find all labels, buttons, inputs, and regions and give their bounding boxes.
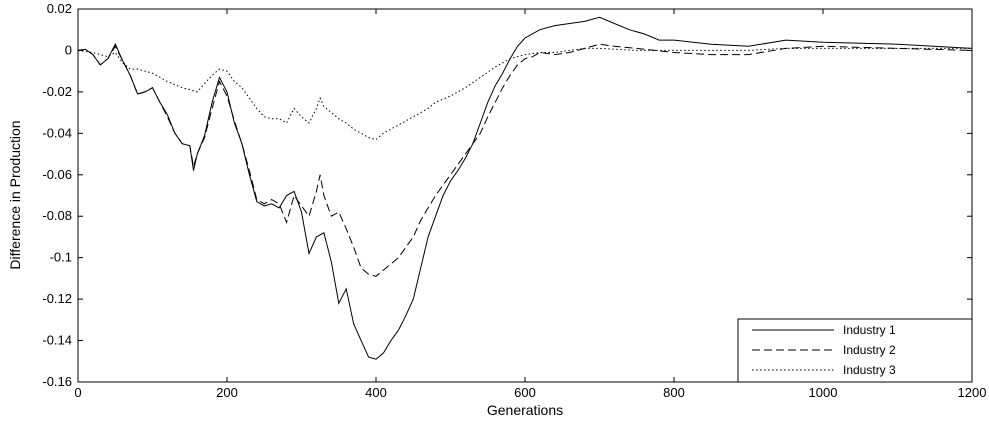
x-axis-label: Generations — [487, 402, 563, 418]
series-line-3 — [77, 47, 972, 141]
x-tick-label: 600 — [514, 385, 536, 400]
legend-label: Industry 3 — [843, 363, 896, 377]
x-tick-label: 0 — [74, 385, 81, 400]
y-axis-label: Difference in Production — [7, 120, 23, 269]
y-tick-label: -0.08 — [42, 208, 72, 223]
y-tick-label: -0.16 — [42, 374, 72, 389]
x-tick-label: 1000 — [809, 385, 838, 400]
y-tick-label: -0.02 — [42, 84, 72, 99]
y-tick-label: -0.12 — [42, 291, 72, 306]
y-axis-ticks: 0.02 0 -0.02 -0.04 -0.06 -0.08 -0.1 -0.12 -0.14 -… — [42, 1, 972, 389]
y-tick-label: -0.06 — [42, 167, 72, 182]
legend-items: Industry 1 Industry 2 Industry 3 — [752, 323, 896, 377]
legend-label: Industry 2 — [843, 343, 896, 357]
x-axis-ticks: 0 200 400 600 800 1000 1200 — [74, 9, 986, 400]
y-tick-label: 0 — [65, 42, 72, 57]
x-tick-label: 800 — [663, 385, 685, 400]
y-tick-label: -0.14 — [42, 333, 72, 348]
x-tick-label: 200 — [216, 385, 238, 400]
legend-label: Industry 1 — [843, 323, 896, 337]
y-tick-label: 0.02 — [47, 1, 72, 16]
x-tick-label: 1200 — [958, 385, 987, 400]
y-tick-label: -0.04 — [42, 125, 72, 140]
x-tick-label: 400 — [365, 385, 387, 400]
legend: Industry 1 Industry 2 Industry 3 — [737, 318, 973, 383]
series-line-2 — [77, 43, 973, 277]
series-lines — [77, 16, 973, 360]
y-tick-label: -0.1 — [50, 250, 72, 265]
